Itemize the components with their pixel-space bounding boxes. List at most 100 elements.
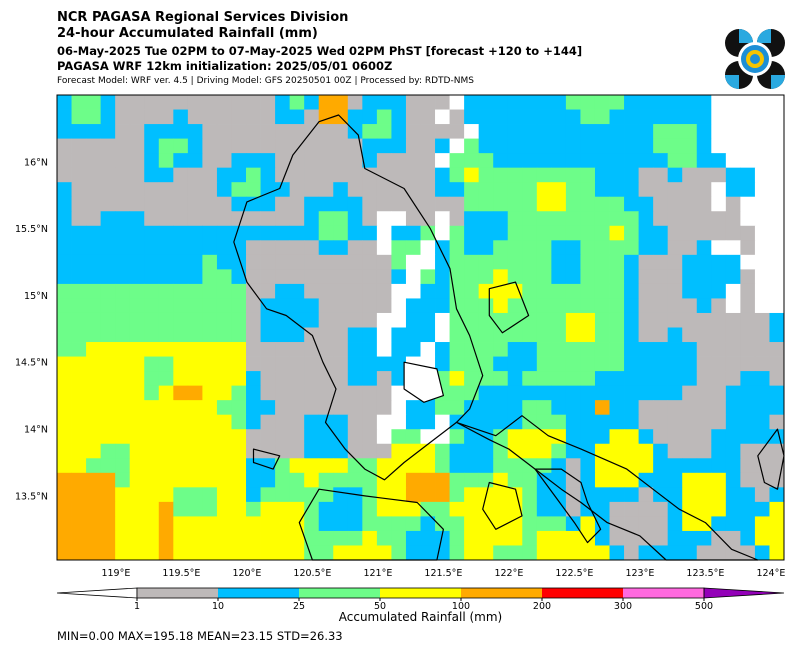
rainfall-cell (318, 385, 334, 401)
rainfall-cell (609, 138, 625, 154)
rainfall-cell (260, 516, 276, 532)
rainfall-cell (449, 298, 465, 314)
rainfall-cell (711, 167, 727, 183)
rainfall-cell (202, 371, 218, 387)
rainfall-cell (420, 327, 436, 343)
rainfall-cell (347, 269, 363, 285)
rainfall-cell (536, 385, 552, 401)
rainfall-cell (551, 95, 567, 110)
rainfall-cell (711, 182, 727, 198)
rainfall-cell (696, 327, 712, 343)
rainfall-cell (318, 312, 334, 328)
rainfall-cell (565, 298, 581, 314)
rainfall-cell (580, 443, 596, 459)
rainfall-cell (435, 356, 450, 372)
rainfall-cell (420, 414, 436, 430)
rainfall-cell (144, 342, 160, 357)
rainfall-cell (289, 545, 305, 561)
rainfall-cell (740, 501, 756, 517)
rainfall-cell (551, 211, 567, 227)
rainfall-cell (449, 356, 465, 372)
rainfall-cell (333, 545, 349, 561)
rainfall-cell (420, 487, 436, 503)
rainfall-cell (202, 312, 218, 328)
rainfall-cell (624, 342, 639, 357)
rainfall-cell (682, 196, 698, 212)
rainfall-cell (624, 472, 639, 488)
rainfall-cell (522, 240, 538, 256)
rainfall-cell (289, 501, 305, 517)
rainfall-cell (740, 516, 756, 532)
rainfall-cell (667, 312, 683, 328)
rainfall-cell (711, 487, 727, 503)
rainfall-cell (318, 211, 334, 227)
rainfall-cell (173, 312, 189, 328)
rainfall-cell (187, 124, 203, 139)
rainfall-cell (769, 501, 785, 517)
rainfall-cell (115, 211, 131, 227)
rainfall-cell (667, 458, 683, 474)
rainfall-cell (507, 182, 523, 198)
rainfall-cell (405, 298, 421, 314)
rainfall-grid (57, 95, 785, 561)
rainfall-cell (100, 327, 116, 343)
rainfall-cell (71, 298, 87, 314)
rainfall-cell (740, 211, 756, 227)
rainfall-cell (464, 298, 480, 314)
rainfall-cell (420, 530, 436, 546)
rainfall-cell (493, 501, 509, 517)
rainfall-cell (144, 414, 160, 430)
rainfall-cell (740, 153, 756, 169)
rainfall-cell (391, 109, 407, 125)
rainfall-cell (667, 153, 683, 169)
rainfall-cell (435, 530, 450, 546)
colorbar-segment (380, 588, 462, 598)
rainfall-cell (304, 501, 320, 517)
rainfall-cell (522, 283, 538, 299)
rainfall-cell (260, 225, 276, 241)
rainfall-cell (100, 414, 116, 430)
rainfall-cell (275, 240, 291, 256)
rainfall-cell (449, 501, 465, 517)
rainfall-cell (449, 327, 465, 343)
rainfall-cell (100, 298, 116, 314)
rainfall-cell (725, 211, 741, 227)
rainfall-cell (682, 443, 698, 459)
rainfall-cell (318, 283, 334, 299)
rainfall-cell (144, 269, 160, 285)
rainfall-cell (754, 109, 770, 125)
rainfall-cell (740, 458, 756, 474)
rainfall-cell (100, 458, 116, 474)
rainfall-cell (624, 254, 639, 270)
rainfall-cell (478, 356, 494, 372)
rainfall-cell (594, 530, 610, 546)
rainfall-cell (362, 240, 378, 256)
rainfall-cell (493, 283, 509, 299)
rainfall-cell (376, 501, 392, 517)
rainfall-cell (115, 472, 131, 488)
rainfall-cell (464, 182, 480, 198)
rainfall-cell (624, 298, 639, 314)
rainfall-cell (304, 530, 320, 546)
rainfall-cell (682, 545, 698, 561)
rainfall-cell (289, 211, 305, 227)
rainfall-cell (754, 298, 770, 314)
rainfall-cell (231, 211, 247, 227)
rainfall-cell (260, 356, 276, 372)
rainfall-cell (609, 530, 625, 546)
rainfall-cell (624, 182, 639, 198)
rainfall-cell (740, 182, 756, 198)
rainfall-cell (362, 211, 378, 227)
rainfall-cell (391, 501, 407, 517)
rainfall-cell (609, 429, 625, 445)
rainfall-cell (304, 283, 320, 299)
rainfall-cell (580, 240, 596, 256)
rainfall-cell (667, 429, 683, 445)
rainfall-cell (478, 124, 494, 139)
rainfall-cell (57, 153, 72, 169)
rainfall-cell (347, 298, 363, 314)
rainfall-cell (624, 153, 639, 169)
rainfall-cell (478, 429, 494, 445)
rainfall-cell (231, 400, 247, 416)
rainfall-cell (580, 196, 596, 212)
